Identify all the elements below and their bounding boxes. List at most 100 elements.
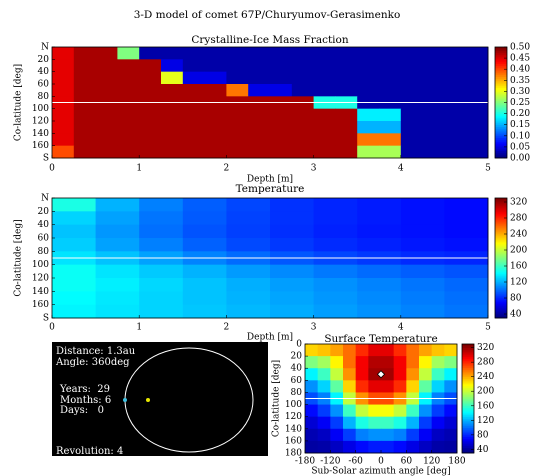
heat-cell xyxy=(444,416,458,430)
heat-cell xyxy=(381,440,395,454)
heat-cell xyxy=(73,108,96,122)
heat-cell xyxy=(95,84,118,97)
heat-cell xyxy=(313,198,358,212)
colorbar-step xyxy=(495,102,507,105)
heat-cell xyxy=(368,404,382,418)
heat-cell xyxy=(317,404,331,418)
orbit-info: Years: 29 xyxy=(59,384,110,395)
y-tick-label: 160 xyxy=(285,436,302,446)
heat-cell xyxy=(204,71,227,85)
x-tick-label: 1 xyxy=(136,164,142,174)
colorbar-step xyxy=(495,113,507,116)
colorbar-step xyxy=(495,148,507,151)
x-tick-label: 2 xyxy=(224,323,230,333)
colorbar-step xyxy=(495,234,507,237)
heat-cell xyxy=(226,238,271,252)
heat-cell xyxy=(270,211,314,226)
colorbar-step xyxy=(495,139,507,142)
heat-cell xyxy=(379,47,402,60)
orbit-info: Revolution: 4 xyxy=(56,446,123,457)
colorbar-step xyxy=(495,87,507,90)
heat-cell xyxy=(466,59,489,73)
heat-cell xyxy=(182,264,227,279)
heat-cell xyxy=(161,71,184,85)
heat-cell xyxy=(444,291,489,306)
heat-cell xyxy=(139,133,162,147)
colorbar-step xyxy=(495,150,507,153)
heat-cell xyxy=(335,121,358,134)
heat-cell xyxy=(330,368,344,381)
colorbar-step xyxy=(495,286,507,289)
colorbar-step xyxy=(495,198,507,201)
heat-cell xyxy=(343,368,357,381)
heat-cell xyxy=(52,71,75,85)
heat-cell xyxy=(313,71,336,85)
heat-cell xyxy=(52,291,96,306)
heat-cell xyxy=(117,59,140,73)
heat-cell xyxy=(161,145,184,159)
heat-cell xyxy=(95,47,118,60)
heat-cell xyxy=(139,211,184,226)
heat-cell xyxy=(313,145,336,159)
heat-cell xyxy=(357,121,380,134)
heat-cell xyxy=(226,278,271,292)
y-tick-label: 140 xyxy=(32,129,49,139)
colorbar-step xyxy=(495,89,507,92)
colorbar-frame xyxy=(461,343,475,454)
heat-cell xyxy=(313,224,358,239)
colorbar-tick-label: 0.35 xyxy=(510,76,530,86)
colorbar-step xyxy=(495,65,507,68)
colorbar-step xyxy=(462,396,474,399)
colorbar-tick-label: 0.40 xyxy=(510,65,530,75)
heat-cell xyxy=(422,47,445,60)
heat-cell xyxy=(368,428,382,442)
heat-cell xyxy=(270,71,293,85)
colorbar-step xyxy=(495,260,507,263)
colorbar-step xyxy=(495,130,507,133)
heat-cell xyxy=(422,133,445,147)
heat-cell xyxy=(357,145,380,159)
comet xyxy=(123,398,127,402)
colorbar-step xyxy=(462,427,474,430)
heat-cell xyxy=(335,59,358,73)
heat-cell xyxy=(226,224,271,239)
heat-cell xyxy=(400,133,423,147)
colorbar-step xyxy=(495,292,507,295)
colorbar-step xyxy=(462,345,474,349)
heat-cell xyxy=(270,108,293,122)
heat-cell xyxy=(400,278,445,292)
colorbar-step xyxy=(495,84,507,87)
x-tick-label: 180 xyxy=(448,457,465,467)
colorbar-step xyxy=(495,262,507,265)
figure-title: 3-D model of comet 67P/Churyumov-Gerasim… xyxy=(134,9,401,21)
heat-cell xyxy=(313,291,358,306)
heat-cell xyxy=(52,59,75,73)
y-tick-label: 120 xyxy=(32,274,49,284)
heat-cell xyxy=(270,278,314,292)
heat-cell xyxy=(182,198,227,212)
heat-cell xyxy=(330,356,344,369)
heat-cell xyxy=(226,211,271,226)
heat-cell xyxy=(139,145,162,159)
heat-cell xyxy=(368,344,382,357)
heat-cell xyxy=(330,416,344,430)
heat-cell xyxy=(313,278,358,292)
heat-cell xyxy=(73,71,96,85)
heat-cell xyxy=(270,84,293,97)
colorbar-step xyxy=(495,95,507,98)
heat-cell xyxy=(226,59,249,73)
colorbar-step xyxy=(495,152,507,155)
colorbar-step xyxy=(495,206,507,209)
heat-cell xyxy=(270,224,314,239)
heat-cell xyxy=(419,368,433,381)
heat-cell xyxy=(444,278,489,292)
x-tick-label: 120 xyxy=(423,457,440,467)
colorbar-step xyxy=(462,389,474,392)
y-tick-label: 20 xyxy=(291,352,303,362)
y-tick-label: 100 xyxy=(32,260,49,270)
heat-cell xyxy=(313,108,336,122)
heat-cell xyxy=(444,344,458,357)
x-tick-label: -180 xyxy=(295,457,315,467)
colorbar-step xyxy=(495,238,507,241)
heat-cell xyxy=(270,238,314,252)
